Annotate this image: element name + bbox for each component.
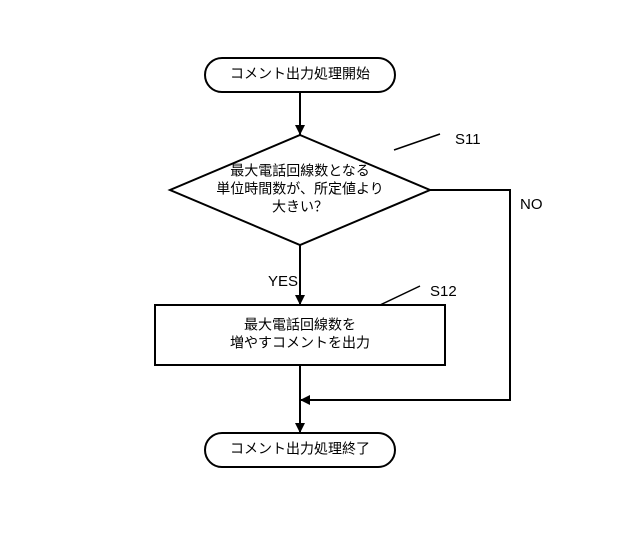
decision-label: 最大電話回線数となる (230, 163, 370, 179)
edge-label-YES: YES (268, 273, 298, 290)
edge-label-NO: NO (520, 196, 543, 213)
start-label: コメント出力処理開始 (230, 66, 370, 82)
process-label: 増やすコメントを出力 (230, 335, 370, 351)
step-label-S12: S12 (430, 283, 457, 300)
process-label: 最大電話回線数を (244, 317, 356, 333)
end-label: コメント出力処理終了 (230, 441, 370, 457)
flowchart: コメント出力処理開始 S11 最大電話回線数となる単位時間数が、所定値より大きい？ S… (0, 0, 640, 551)
decision-label: 単位時間数が、所定値より (216, 181, 383, 197)
decision-label: 大きい？ (272, 199, 328, 215)
step-label-S11: S11 (455, 131, 481, 148)
edge-decision-no (300, 190, 510, 400)
